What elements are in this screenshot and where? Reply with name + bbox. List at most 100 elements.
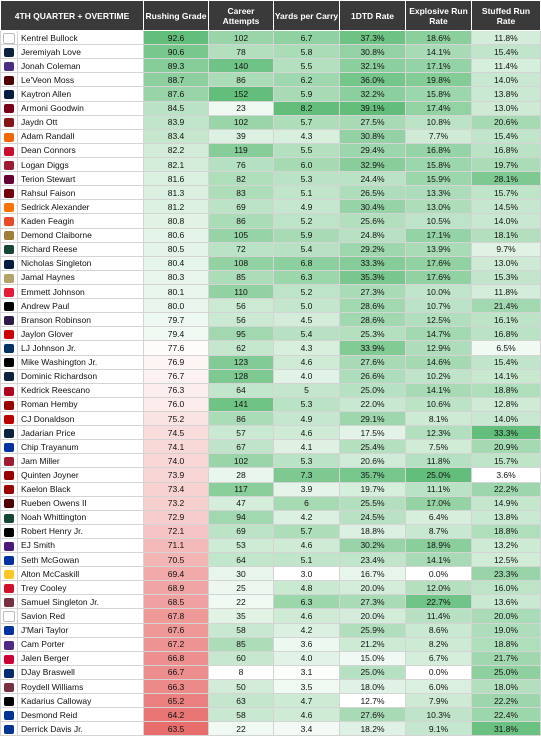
- stuffed-run-rate-cell: 18.8%: [471, 382, 541, 398]
- table-row[interactable]: Noah Whittington 72.9 94 4.2 24.5% 6.4% 13.8%: [0, 509, 541, 525]
- player-name: Trey Cooley: [17, 580, 144, 596]
- team-logo-icon: [0, 100, 18, 116]
- table-row[interactable]: Logan Diggs 82.1 76 6.0 32.9% 15.8% 19.7%: [0, 156, 541, 173]
- career-attempts-cell: 86: [208, 410, 274, 427]
- yards-per-carry-cell: 5.5: [273, 142, 340, 158]
- player-name: Samuel Singleton Jr.: [17, 594, 144, 610]
- explosive-run-rate-cell: 7.9%: [405, 693, 472, 709]
- table-row[interactable]: Kentrel Bullock 92.6 102 6.7 37.3% 18.6% 11.8%: [0, 29, 541, 46]
- table-row[interactable]: Kaytron Allen 87.6 152 5.9 32.2% 15.8% 13.8%: [0, 86, 541, 102]
- table-row[interactable]: Demond Claiborne 80.6 105 5.9 24.8% 17.1% 18.1…: [0, 227, 541, 243]
- table-row[interactable]: Sedrick Alexander 81.2 69 4.9 30.4% 13.0% 14.5…: [0, 199, 541, 215]
- table-row[interactable]: Kaden Feagin 80.8 86 5.2 25.6% 10.5% 14.0%: [0, 213, 541, 229]
- table-row[interactable]: CJ Donaldson 75.2 86 4.9 29.1% 8.1% 14.0%: [0, 410, 541, 427]
- career-attempts-cell: 56: [208, 298, 274, 314]
- career-attempts-cell: 102: [208, 114, 274, 130]
- table-row[interactable]: Kaelon Black 73.4 117 3.9 19.7% 11.1% 22.2%: [0, 481, 541, 497]
- stuffed-run-rate-cell: 18.8%: [471, 636, 541, 652]
- table-row[interactable]: Jaylon Glover 79.4 95 5.4 25.3% 14.7% 16.8%: [0, 326, 541, 342]
- career-attempts-cell: 78: [208, 44, 274, 60]
- table-row[interactable]: Mike Washington Jr. 76.9 123 4.6 27.6% 14.6% 1…: [0, 354, 541, 370]
- table-row[interactable]: Jeremiyah Love 90.6 78 5.8 30.8% 14.1% 15.4%: [0, 44, 541, 60]
- column-header-explosive-run-rate[interactable]: Explosive Run Rate: [405, 0, 472, 31]
- table-row[interactable]: Cam Porter 67.2 85 3.6 21.2% 8.2% 18.8%: [0, 636, 541, 652]
- career-attempts-cell: 62: [208, 340, 274, 356]
- table-row[interactable]: Seth McGowan 70.5 64 5.1 23.4% 14.1% 12.5%: [0, 552, 541, 568]
- team-logo-icon: [0, 594, 18, 610]
- table-row[interactable]: Desmond Reid 64.2 58 4.6 27.6% 10.3% 22.4%: [0, 707, 541, 723]
- career-attempts-cell: 8: [208, 664, 274, 681]
- table-row[interactable]: Jaydn Ott 83.9 102 5.7 27.5% 10.8% 20.6%: [0, 114, 541, 130]
- table-row[interactable]: Roydell Williams 66.3 50 3.5 18.0% 6.0% 18.0%: [0, 679, 541, 695]
- team-logo-icon: [4, 640, 14, 650]
- table-row[interactable]: Jonah Coleman 89.3 140 5.5 32.1% 17.1% 11.4%: [0, 58, 541, 74]
- table-row[interactable]: Kadarius Calloway 65.2 63 4.7 12.7% 7.9% 22.2%: [0, 693, 541, 709]
- player-name: Adam Randall: [17, 128, 144, 144]
- table-row[interactable]: Jadarian Price 74.5 57 4.6 17.5% 12.3% 33.3%: [0, 425, 541, 441]
- table-row[interactable]: Adam Randall 83.4 39 4.3 30.8% 7.7% 15.4%: [0, 128, 541, 144]
- yards-per-carry-cell: 5.4: [273, 241, 340, 257]
- table-row[interactable]: Jamal Haynes 80.3 85 6.3 35.3% 17.6% 15.3%: [0, 269, 541, 285]
- table-row[interactable]: Savion Red 67.8 35 4.6 20.0% 11.4% 20.0%: [0, 608, 541, 624]
- explosive-run-rate-cell: 10.5%: [405, 213, 472, 229]
- table-row[interactable]: Robert Henry Jr. 72.1 69 5.7 18.8% 8.7% 18.8%: [0, 523, 541, 539]
- table-row[interactable]: Andrew Paul 80.0 56 5.0 28.6% 10.7% 21.4%: [0, 298, 541, 314]
- career-attempts-cell: 117: [208, 481, 274, 497]
- team-logo-icon: [0, 213, 18, 229]
- yards-per-carry-cell: 8.2: [273, 100, 340, 116]
- table-row[interactable]: LJ Johnson Jr. 77.6 62 4.3 33.9% 12.9% 6.5%: [0, 340, 541, 356]
- player-name: Kentrel Bullock: [17, 29, 144, 46]
- table-row[interactable]: Roman Hemby 76.0 141 5.3 22.0% 10.6% 12.8%: [0, 396, 541, 412]
- table-row[interactable]: Kedrick Reescano 76.3 64 5 25.0% 14.1% 18.8%: [0, 382, 541, 398]
- table-row[interactable]: Branson Robinson 79.7 56 4.5 28.6% 12.5% 16.1%: [0, 312, 541, 328]
- explosive-run-rate-cell: 18.6%: [405, 29, 472, 46]
- table-row[interactable]: EJ Smith 71.1 53 4.6 30.2% 18.9% 13.2%: [0, 537, 541, 554]
- yards-per-carry-cell: 6.0: [273, 156, 340, 173]
- column-header-1dtd-rate[interactable]: 1DTD Rate: [339, 0, 406, 31]
- yards-per-carry-cell: 4.6: [273, 537, 340, 554]
- table-row[interactable]: Rueben Owens II 73.2 47 6 25.5% 17.0% 14.9%: [0, 495, 541, 511]
- table-row[interactable]: Emmett Johnson 80.1 110 5.2 27.3% 10.0% 11.8%: [0, 283, 541, 300]
- explosive-run-rate-cell: 17.4%: [405, 100, 472, 116]
- column-header-rushing-grade[interactable]: Rushing Grade: [143, 0, 209, 31]
- column-header-stuffed-run-rate[interactable]: Stuffed Run Rate: [471, 0, 541, 31]
- team-logo-icon: [0, 566, 18, 582]
- table-row[interactable]: Le'Veon Moss 88.7 86 6.2 36.0% 19.8% 14.0%: [0, 72, 541, 88]
- table-row[interactable]: J'Mari Taylor 67.6 58 4.2 25.9% 8.6% 19.0%: [0, 622, 541, 638]
- player-name: Desmond Reid: [17, 707, 144, 723]
- table-row[interactable]: Rahsul Faison 81.3 83 5.1 26.5% 13.3% 15.7%: [0, 185, 541, 201]
- player-name: Andrew Paul: [17, 298, 144, 314]
- table-row[interactable]: Armoni Goodwin 84.5 23 8.2 39.1% 17.4% 13.0%: [0, 100, 541, 116]
- career-attempts-cell: 67: [208, 439, 274, 455]
- table-row[interactable]: Richard Reese 80.5 72 5.4 29.2% 13.9% 9.7%: [0, 241, 541, 257]
- 1dtd-rate-cell: 32.1%: [339, 58, 406, 74]
- column-header-yards-per-carry[interactable]: Yards per Carry: [273, 0, 340, 31]
- table-row[interactable]: Chip Trayanum 74.1 67 4.1 25.4% 7.5% 20.9%: [0, 439, 541, 455]
- table-row[interactable]: Nicholas Singleton 80.4 108 6.8 33.3% 17.6% 13…: [0, 255, 541, 271]
- table-row[interactable]: Quinten Joyner 73.9 28 7.3 35.7% 25.0% 3.6%: [0, 467, 541, 483]
- table-row[interactable]: Jalen Berger 66.8 60 4.0 15.0% 6.7% 21.7%: [0, 650, 541, 666]
- team-logo-icon: [0, 44, 18, 60]
- team-logo-icon: [4, 358, 14, 368]
- 1dtd-rate-cell: 26.5%: [339, 185, 406, 201]
- table-row[interactable]: DJay Braswell 66.7 8 3.1 25.0% 0.0% 25.0%: [0, 664, 541, 681]
- yards-per-carry-cell: 5.3: [273, 171, 340, 187]
- table-row[interactable]: Trey Cooley 68.9 25 4.8 20.0% 12.0% 16.0%: [0, 580, 541, 596]
- table-row[interactable]: Jam Miller 74.0 102 5.3 20.6% 11.8% 15.7%: [0, 453, 541, 469]
- career-attempts-cell: 95: [208, 326, 274, 342]
- 1dtd-rate-cell: 16.7%: [339, 566, 406, 582]
- team-logo-icon: [4, 428, 14, 438]
- team-logo-icon: [4, 711, 14, 721]
- stuffed-run-rate-cell: 13.2%: [471, 537, 541, 554]
- player-name: Kaelon Black: [17, 481, 144, 497]
- table-row[interactable]: Alton McCaskill 69.4 30 3.0 16.7% 0.0% 23.3%: [0, 566, 541, 582]
- table-row[interactable]: Samuel Singleton Jr. 68.5 22 6.3 27.3% 22.7% 1…: [0, 594, 541, 610]
- table-row[interactable]: Terion Stewart 81.6 82 5.3 24.4% 15.9% 28.1%: [0, 171, 541, 187]
- column-header-career-attempts[interactable]: Career Attempts: [208, 0, 274, 31]
- table-row[interactable]: Dean Connors 82.2 119 5.5 29.4% 16.8% 16.8%: [0, 142, 541, 158]
- 1dtd-rate-cell: 27.3%: [339, 283, 406, 300]
- career-attempts-cell: 53: [208, 537, 274, 554]
- stuffed-run-rate-cell: 20.6%: [471, 114, 541, 130]
- table-row[interactable]: Dominic Richardson 76.7 128 4.0 26.6% 10.2% 14…: [0, 368, 541, 384]
- rushing-grade-cell: 68.9: [143, 580, 209, 596]
